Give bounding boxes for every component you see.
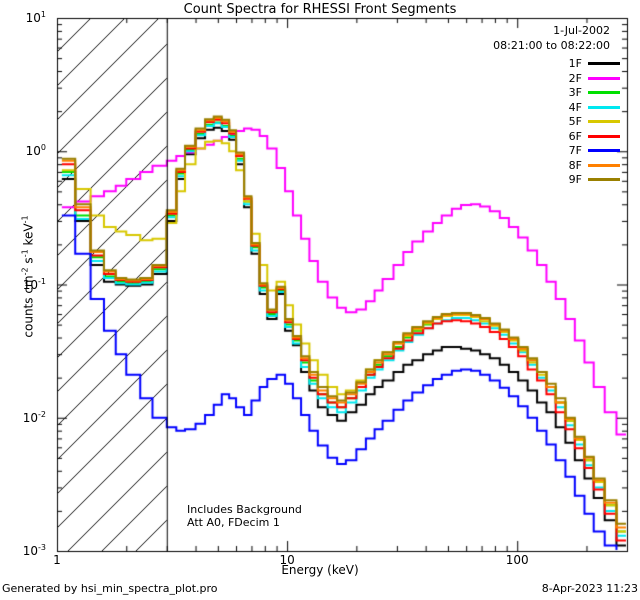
legend-label-3f: 3F <box>568 86 582 99</box>
legend-swatch-6f <box>588 134 620 138</box>
x-axis-title: Energy (keV) <box>281 563 359 577</box>
y-tick-label-0: 10-3 <box>22 543 46 558</box>
y-tick-label-4: 101 <box>25 10 46 25</box>
y-axis-exp-2: -1 <box>20 249 30 258</box>
y-axis-title-mid2: keV <box>21 223 36 250</box>
x-tick-label-2: 100 <box>505 553 529 567</box>
y-tick-label-2: 10-1 <box>22 276 46 292</box>
legend-label-1f: 1F <box>568 57 582 70</box>
legend-label-6f: 6F <box>568 129 582 143</box>
legend-swatch-9f <box>588 178 620 181</box>
legend-label-2f: 2F <box>568 71 582 85</box>
y-axis-exp-1: -2 <box>20 267 30 276</box>
legend-item-9f[interactable]: 9F <box>552 173 622 186</box>
legend-swatch-2f <box>588 76 620 80</box>
annotation-includes-background: Includes Background <box>187 503 302 516</box>
page-title: Count Spectra for RHESSI Front Segments <box>183 2 457 17</box>
legend-item-7f[interactable]: 7F <box>552 144 622 157</box>
legend-swatch-7f <box>588 149 620 152</box>
legend-item-8f[interactable]: 8F <box>552 159 622 172</box>
y-axis-title-mid1: s <box>21 257 36 268</box>
legend-label-9f: 9F <box>568 173 582 186</box>
legend-item-4f[interactable]: 4F <box>552 101 622 114</box>
legend-date: 1-Jul-2002 <box>553 24 610 37</box>
y-axis-title: counts cm-2 s-1 keV-1 <box>20 177 36 377</box>
legend-swatch-3f <box>588 91 620 94</box>
legend-swatch-8f <box>588 163 620 167</box>
legend-label-4f: 4F <box>568 100 582 114</box>
legend-label-7f: 7F <box>568 144 582 157</box>
legend-swatch-4f <box>588 105 620 109</box>
legend-time-range: 08:21:00 to 08:22:00 <box>493 39 610 52</box>
footer-timestamp: 8-Apr-2023 11:23 <box>541 582 638 595</box>
legend-item-6f[interactable]: 6F <box>552 130 622 143</box>
legend-item-3f[interactable]: 3F <box>552 86 622 99</box>
legend-label-5f: 5F <box>568 115 582 128</box>
legend-swatch-5f <box>588 120 620 123</box>
legend-item-5f[interactable]: 5F <box>552 115 622 128</box>
y-tick-label-1: 10-2 <box>22 409 46 425</box>
footer-generator: Generated by hsi_min_spectra_plot.pro <box>2 582 218 595</box>
y-axis-exp-3: -1 <box>20 215 30 224</box>
legend-label-8f: 8F <box>568 158 582 172</box>
legend-item-2f[interactable]: 2F <box>552 72 622 85</box>
annotation-attenuator-state: Att A0, FDecim 1 <box>187 516 280 529</box>
x-tick-label-1: 10 <box>279 553 295 567</box>
x-tick-label-0: 1 <box>53 553 61 567</box>
legend-swatch-1f <box>588 62 620 65</box>
legend-item-1f[interactable]: 1F <box>552 57 622 70</box>
y-tick-label-3: 100 <box>25 143 46 159</box>
